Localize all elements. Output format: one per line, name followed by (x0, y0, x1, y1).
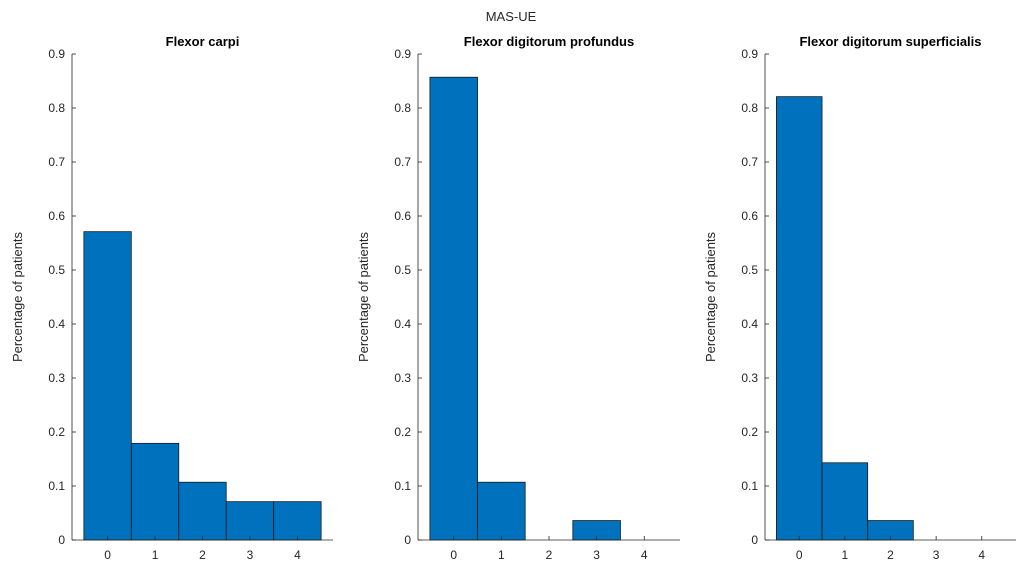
y-tick-label: 0.7 (741, 155, 758, 169)
y-tick-label: 0.2 (48, 425, 65, 439)
y-tick-label: 0.6 (394, 209, 411, 223)
x-tick-label: 4 (294, 548, 301, 562)
bar-1 (821, 462, 869, 541)
y-tick-label: 0.8 (48, 101, 65, 115)
y-tick-label: 0.8 (394, 101, 411, 115)
y-tick-label: 0.6 (48, 209, 65, 223)
x-tick-label: 2 (199, 548, 206, 562)
bar-1 (477, 481, 526, 541)
x-tick-label: 3 (933, 548, 940, 562)
x-tick-label: 1 (152, 548, 159, 562)
x-tick-label: 3 (247, 548, 254, 562)
y-tick-label: 0.9 (741, 47, 758, 61)
y-tick-label: 0.2 (394, 425, 411, 439)
y-axis-label: Percentage of patients (10, 231, 25, 362)
y-tick-label: 0.3 (394, 371, 411, 385)
y-tick-label: 0.7 (48, 155, 65, 169)
subplot-2: 0 0.1 0.2 0.3 0.4 0.5 0.6 0.7 0.8 0.9 0 1 2 3 4 Flexor … (356, 34, 680, 562)
y-tick-label: 0.1 (741, 479, 758, 493)
y-tick-label: 0 (751, 533, 758, 547)
bar-3 (225, 501, 275, 541)
x-tick-label: 2 (887, 548, 894, 562)
y-tick-label: 0.1 (48, 479, 65, 493)
y-tick-label: 0.3 (48, 371, 65, 385)
bar-4 (273, 501, 322, 541)
x-tick-label: 1 (842, 548, 849, 562)
bar-0 (429, 76, 478, 541)
x-tick-label: 0 (450, 548, 457, 562)
x-tick-label: 1 (498, 548, 505, 562)
y-tick-label: 0 (58, 533, 65, 547)
bar-0 (776, 96, 823, 541)
y-tick-label: 0.2 (741, 425, 758, 439)
y-tick-label: 0.7 (394, 155, 411, 169)
y-tick-label: 0.9 (48, 47, 65, 61)
y-axis-label: Percentage of patients (356, 231, 371, 362)
subplot-title: Flexor digitorum profundus (464, 34, 634, 49)
bar-0 (83, 231, 132, 541)
bar-2 (178, 481, 227, 541)
y-tick-label: 0.5 (48, 263, 65, 277)
y-tick-label: 0.6 (741, 209, 758, 223)
y-tick-label: 0.1 (394, 479, 411, 493)
x-tick-label: 4 (978, 548, 985, 562)
subplot-title: Flexor digitorum superficialis (799, 34, 981, 49)
y-tick-label: 0.8 (741, 101, 758, 115)
x-tick-label: 0 (796, 548, 803, 562)
y-tick-label: 0.3 (741, 371, 758, 385)
y-tick-label: 0.4 (48, 317, 65, 331)
x-tick-label: 0 (104, 548, 111, 562)
figure-title: MAS-UE (486, 9, 537, 24)
y-tick-label: 0.5 (741, 263, 758, 277)
y-tick-label: 0.4 (394, 317, 411, 331)
x-tick-label: 3 (593, 548, 600, 562)
subplot-title: Flexor carpi (166, 34, 240, 49)
subplot-3: 0 0.1 0.2 0.3 0.4 0.5 0.6 0.7 0.8 0.9 0 1 2 3 4 Flexor … (703, 34, 1016, 562)
x-tick-label: 2 (546, 548, 553, 562)
y-tick-label: 0.4 (741, 317, 758, 331)
y-tick-label: 0 (404, 533, 411, 547)
y-tick-label: 0.5 (394, 263, 411, 277)
y-axis-label: Percentage of patients (703, 231, 718, 362)
subplot-1: 0 0.1 0.2 0.3 0.4 0.5 0.6 0.7 0.8 0.9 0 1 2 3 4 Flexor … (10, 34, 333, 562)
bar-1 (130, 442, 180, 541)
y-tick-label: 0.9 (394, 47, 411, 61)
x-tick-label: 4 (641, 548, 648, 562)
subplot-grid: 0 0.1 0.2 0.3 0.4 0.5 0.6 0.7 0.8 0.9 0 1 2 3 4 Flexor … (10, 34, 1016, 562)
